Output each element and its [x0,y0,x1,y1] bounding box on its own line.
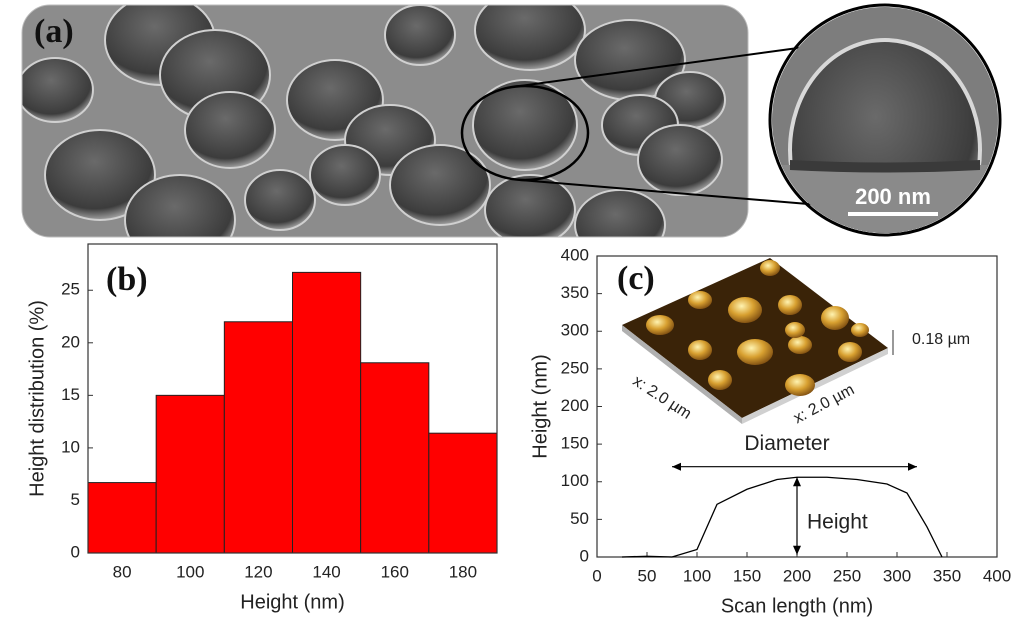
scale-bar: 200 nm [855,184,931,209]
x-tick-label: 50 [638,566,657,585]
y-axis-label: Height (nm) [529,354,551,458]
inset-label: 0.18 µm [912,331,970,348]
x-tick-label: 300 [883,566,911,585]
y-tick-label: 100 [561,471,589,490]
x-tick-label: 140 [312,562,340,581]
x-tick-label: 100 [176,562,204,581]
x-axis-label: Height (nm) [240,591,344,613]
annotation: Diameter [744,432,829,455]
panel-label: (c) [617,260,655,297]
y-tick-label: 15 [61,385,80,404]
y-axis-label: Height distribution (%) [26,300,48,497]
bar [293,272,361,553]
x-tick-label: 350 [933,566,961,585]
x-tick-label: 200 [783,566,811,585]
y-tick-label: 25 [61,280,80,299]
bar [361,363,429,553]
y-tick-label: 20 [61,332,80,351]
bar [224,322,292,553]
y-tick-label: 250 [561,358,589,377]
y-tick-label: 0 [580,546,589,565]
x-axis-label: Scan length (nm) [721,595,873,617]
inset-label: x: 2.0 µm [630,373,695,423]
y-tick-label: 0 [71,542,80,561]
y-tick-label: 200 [561,396,589,415]
figure: 200 nm (a) 80 100 120 140 160 180 0 5 10 15 20 25 He… [0,0,1019,623]
y-tick-label: 300 [561,321,589,340]
y-tick-label: 5 [71,490,80,509]
bar [429,433,497,553]
bar [156,395,224,553]
x-tick-label: 180 [449,562,477,581]
bar [88,483,156,553]
y-tick-label: 350 [561,283,589,302]
y-tick-label: 10 [61,437,80,456]
x-tick-label: 400 [983,566,1011,585]
x-tick-label: 160 [381,562,409,581]
x-tick-label: 120 [244,562,272,581]
x-tick-label: 250 [833,566,861,585]
x-tick-label: 150 [733,566,761,585]
y-tick-label: 50 [570,509,589,528]
x-tick-label: 80 [113,562,132,581]
y-tick-label: 150 [561,434,589,453]
panel-label: (a) [34,13,74,50]
profile-line [622,477,942,557]
x-tick-label: 0 [592,566,601,585]
y-tick-label: 400 [561,245,589,264]
sem-image: 200 nm (a) [17,0,1000,265]
annotation: Height [807,511,868,534]
panel-label: (b) [106,261,148,298]
x-tick-label: 100 [683,566,711,585]
